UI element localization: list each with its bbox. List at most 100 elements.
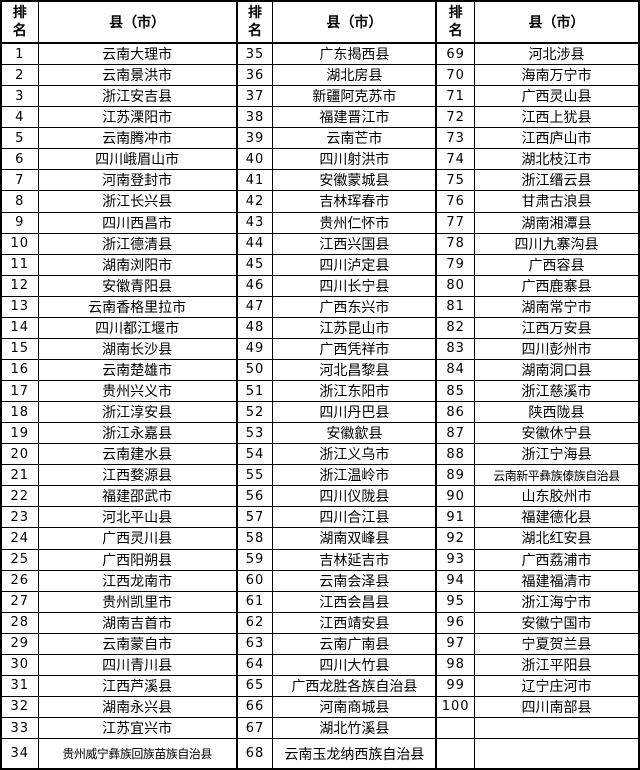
county-cell: 河北平山县 bbox=[37, 506, 238, 529]
rank-cell: 18 bbox=[0, 401, 39, 424]
rank-cell: 1 bbox=[0, 42, 39, 66]
rank-cell: 50 bbox=[235, 358, 274, 382]
table-row: 8 浙江长兴县 42 吉林珲春市 76 甘肃古浪县 bbox=[0, 190, 640, 213]
table-row: 15 湖南长沙县 49 广西凭祥市 83 四川彭州市 bbox=[0, 337, 640, 360]
table-row: 33 江苏宜兴市 67 湖北竹溪县 bbox=[0, 716, 640, 740]
county-cell: 福建晋江市 bbox=[272, 106, 437, 129]
rank-cell: 63 bbox=[235, 632, 274, 655]
county-cell bbox=[473, 716, 640, 740]
rank-cell: 43 bbox=[235, 211, 274, 234]
county-cell: 江西兴国县 bbox=[272, 232, 437, 255]
rank-cell: 21 bbox=[0, 464, 39, 487]
table-row: 1 云南大理市 35 广东揭西县 69 河北涉县 bbox=[0, 42, 640, 66]
rank-cell: 87 bbox=[435, 422, 475, 445]
rank-cell: 2 bbox=[0, 64, 39, 87]
county-cell: 湖北红安县 bbox=[473, 527, 640, 550]
rank-cell: 39 bbox=[235, 127, 274, 150]
rank-cell: 85 bbox=[435, 379, 475, 403]
county-cell: 宁夏贺兰县 bbox=[473, 632, 640, 655]
table-row: 25 广西阳朔县 59 吉林延吉市 93 广西荔浦市 bbox=[0, 548, 640, 571]
county-cell: 海南万宁市 bbox=[473, 64, 640, 87]
rank-cell: 45 bbox=[235, 253, 274, 276]
county-cell: 四川都江堰市 bbox=[37, 316, 238, 339]
county-cell: 安徽青阳县 bbox=[37, 274, 238, 297]
rank-cell: 31 bbox=[0, 674, 39, 697]
county-cell: 福建德化县 bbox=[473, 506, 640, 529]
rank-cell: 77 bbox=[435, 211, 475, 234]
table-row: 17 贵州兴义市 51 浙江东阳市 85 浙江慈溪市 bbox=[0, 379, 640, 403]
rank-cell: 67 bbox=[235, 716, 274, 740]
county-cell: 浙江义乌市 bbox=[272, 443, 437, 466]
rank-cell: 94 bbox=[435, 569, 475, 592]
rank-cell: 5 bbox=[0, 127, 39, 150]
rank-header: 排名 bbox=[0, 0, 39, 44]
county-cell: 辽宁庄河市 bbox=[473, 674, 640, 697]
table-row: 22 福建邵武市 56 四川仪陇县 90 山东胶州市 bbox=[0, 485, 640, 508]
rank-cell: 65 bbox=[235, 674, 274, 697]
county-cell: 广东揭西县 bbox=[272, 42, 437, 66]
rank-header: 排名 bbox=[235, 0, 274, 44]
rank-cell: 36 bbox=[235, 64, 274, 87]
rank-cell: 28 bbox=[0, 611, 39, 634]
county-cell: 浙江东阳市 bbox=[272, 379, 437, 403]
county-cell: 云南景洪市 bbox=[37, 64, 238, 87]
county-cell: 四川大竹县 bbox=[272, 653, 437, 676]
rank-cell: 98 bbox=[435, 653, 475, 676]
county-cell: 吉林延吉市 bbox=[272, 548, 437, 571]
rank-cell: 91 bbox=[435, 506, 475, 529]
county-cell: 浙江德清县 bbox=[37, 232, 238, 255]
county-cell: 四川合江县 bbox=[272, 506, 437, 529]
rank-cell: 46 bbox=[235, 274, 274, 297]
rank-cell: 12 bbox=[0, 274, 39, 297]
county-cell: 广西凭祥市 bbox=[272, 337, 437, 360]
county-cell: 浙江永嘉县 bbox=[37, 422, 238, 445]
rank-cell: 32 bbox=[0, 695, 39, 719]
rank-cell: 78 bbox=[435, 232, 475, 255]
county-cell: 四川泸定县 bbox=[272, 253, 437, 276]
rank-cell: 4 bbox=[0, 106, 39, 129]
rank-cell: 16 bbox=[0, 358, 39, 382]
county-cell: 湖南长沙县 bbox=[37, 337, 238, 360]
rank-cell: 25 bbox=[0, 548, 39, 571]
county-cell: 江西婺源县 bbox=[37, 464, 238, 487]
county-cell: 湖南双峰县 bbox=[272, 527, 437, 550]
county-cell: 浙江慈溪市 bbox=[473, 379, 640, 403]
county-cell: 四川西昌市 bbox=[37, 211, 238, 234]
county-header: 县（市） bbox=[272, 0, 437, 44]
header-row: 排名 县（市） 排名 县（市） 排名 县（市） bbox=[0, 0, 640, 44]
rank-cell: 76 bbox=[435, 190, 475, 213]
rank-cell: 14 bbox=[0, 316, 39, 339]
table-row: 9 四川西昌市 43 贵州仁怀市 77 湖南湘潭县 bbox=[0, 211, 640, 234]
county-cell: 江西上犹县 bbox=[473, 106, 640, 129]
county-cell: 湖南浏阳市 bbox=[37, 253, 238, 276]
rank-cell: 42 bbox=[235, 190, 274, 213]
county-cell: 江西龙南市 bbox=[37, 569, 238, 592]
county-cell: 四川射洪市 bbox=[272, 148, 437, 171]
table-row: 18 浙江淳安县 52 四川丹巴县 86 陕西陇县 bbox=[0, 401, 640, 424]
rank-cell: 20 bbox=[0, 443, 39, 466]
rank-cell: 62 bbox=[235, 611, 274, 634]
table-row: 10 浙江德清县 44 江西兴国县 78 四川九寨沟县 bbox=[0, 232, 640, 255]
rank-cell: 24 bbox=[0, 527, 39, 550]
rank-cell: 89 bbox=[435, 464, 475, 487]
county-cell: 浙江安吉县 bbox=[37, 85, 238, 108]
rank-cell: 55 bbox=[235, 464, 274, 487]
rank-cell: 71 bbox=[435, 85, 475, 108]
rank-cell: 40 bbox=[235, 148, 274, 171]
county-cell: 江西庐山市 bbox=[473, 127, 640, 150]
rank-cell: 75 bbox=[435, 169, 475, 192]
county-cell: 江苏溧阳市 bbox=[37, 106, 238, 129]
county-cell: 广西灵山县 bbox=[473, 85, 640, 108]
county-cell: 云南玉龙纳西族自治县 bbox=[272, 738, 437, 770]
rank-cell: 53 bbox=[235, 422, 274, 445]
county-cell: 浙江平阳县 bbox=[473, 653, 640, 676]
county-cell: 云南新平彝族傣族自治县 bbox=[473, 464, 640, 487]
rank-cell: 64 bbox=[235, 653, 274, 676]
rank-header-label: 排名 bbox=[448, 4, 463, 39]
county-cell: 安徽蒙城县 bbox=[272, 169, 437, 192]
rank-cell: 3 bbox=[0, 85, 39, 108]
rank-cell: 13 bbox=[0, 295, 39, 318]
county-cell: 河南商城县 bbox=[272, 695, 437, 719]
rank-cell: 15 bbox=[0, 337, 39, 360]
table-row: 21 江西婺源县 55 浙江温岭市 89 云南新平彝族傣族自治县 bbox=[0, 464, 640, 487]
